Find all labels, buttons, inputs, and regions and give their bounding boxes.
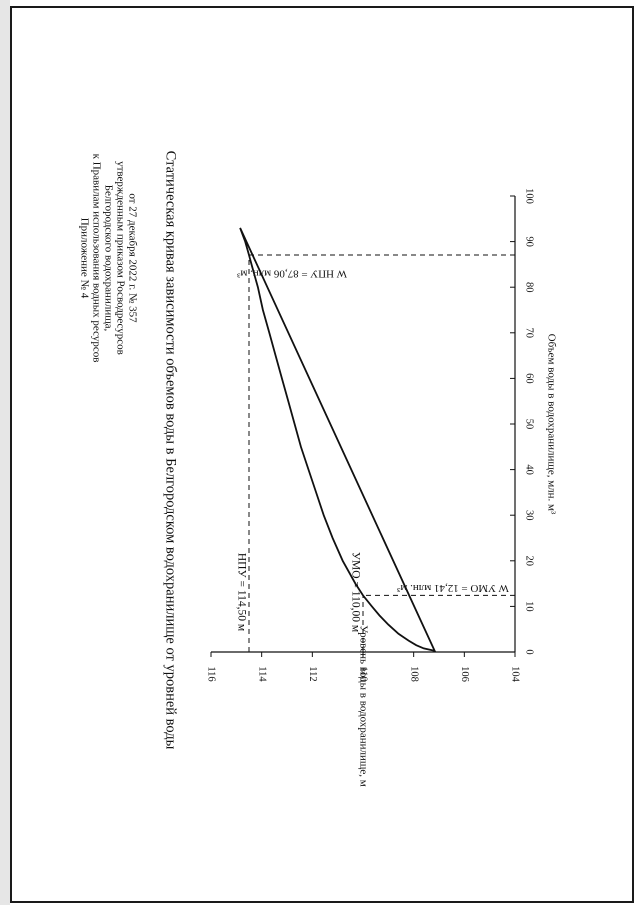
umo-level-label: УМО = 110,00 м bbox=[349, 552, 361, 633]
appendix-line: Белгородского водохранилища, bbox=[102, 185, 114, 332]
y-tick-label: 116 bbox=[206, 666, 217, 681]
x-tick-label: 0 bbox=[524, 649, 535, 654]
appendix-line: утвержденным приказом Росводресурсов bbox=[114, 161, 126, 355]
chart-title: Статическая кривая зависимости объемов в… bbox=[163, 151, 179, 750]
y-tick-label: 104 bbox=[510, 666, 521, 683]
volume-level-curve bbox=[239, 227, 437, 653]
appendix-line: Приложение № 4 bbox=[78, 218, 90, 299]
y-tick-label: 114 bbox=[256, 666, 267, 682]
x-tick-label: 60 bbox=[524, 373, 535, 384]
npu-level-label: НПУ = 114,50 м bbox=[235, 553, 247, 632]
y-tick-label: 106 bbox=[459, 666, 470, 682]
y-tick-label: 112 bbox=[307, 666, 318, 681]
x-tick-label: 90 bbox=[524, 236, 535, 247]
y-axis-label: Уровень воды в водохранилище, м bbox=[357, 625, 369, 786]
x-tick-label: 100 bbox=[524, 188, 535, 204]
w-umo-label: W УМО = 12,41 млн. м³ bbox=[396, 582, 508, 594]
x-tick-label: 40 bbox=[524, 464, 535, 475]
y-tick-label: 108 bbox=[408, 666, 419, 682]
page-frame bbox=[10, 6, 634, 903]
x-axis-label: Объем воды в водохранилище, млн. м³ bbox=[545, 334, 557, 515]
x-tick-label: 80 bbox=[524, 282, 535, 293]
x-tick-label: 20 bbox=[524, 556, 535, 567]
w-npu-label: W НПУ = 87,06 млн. м³ bbox=[236, 267, 347, 279]
appendix-line: от 27 декабря 2022 г. № 357 bbox=[126, 193, 138, 323]
y-tick-label: 110 bbox=[358, 666, 369, 681]
x-tick-label: 10 bbox=[524, 601, 535, 612]
x-tick-label: 70 bbox=[524, 328, 535, 339]
x-tick-label: 50 bbox=[524, 419, 535, 430]
x-tick-label: 30 bbox=[524, 510, 535, 521]
appendix-line: к Правилам использования водных ресурсов bbox=[90, 154, 102, 363]
scan-shadow bbox=[0, 0, 10, 905]
